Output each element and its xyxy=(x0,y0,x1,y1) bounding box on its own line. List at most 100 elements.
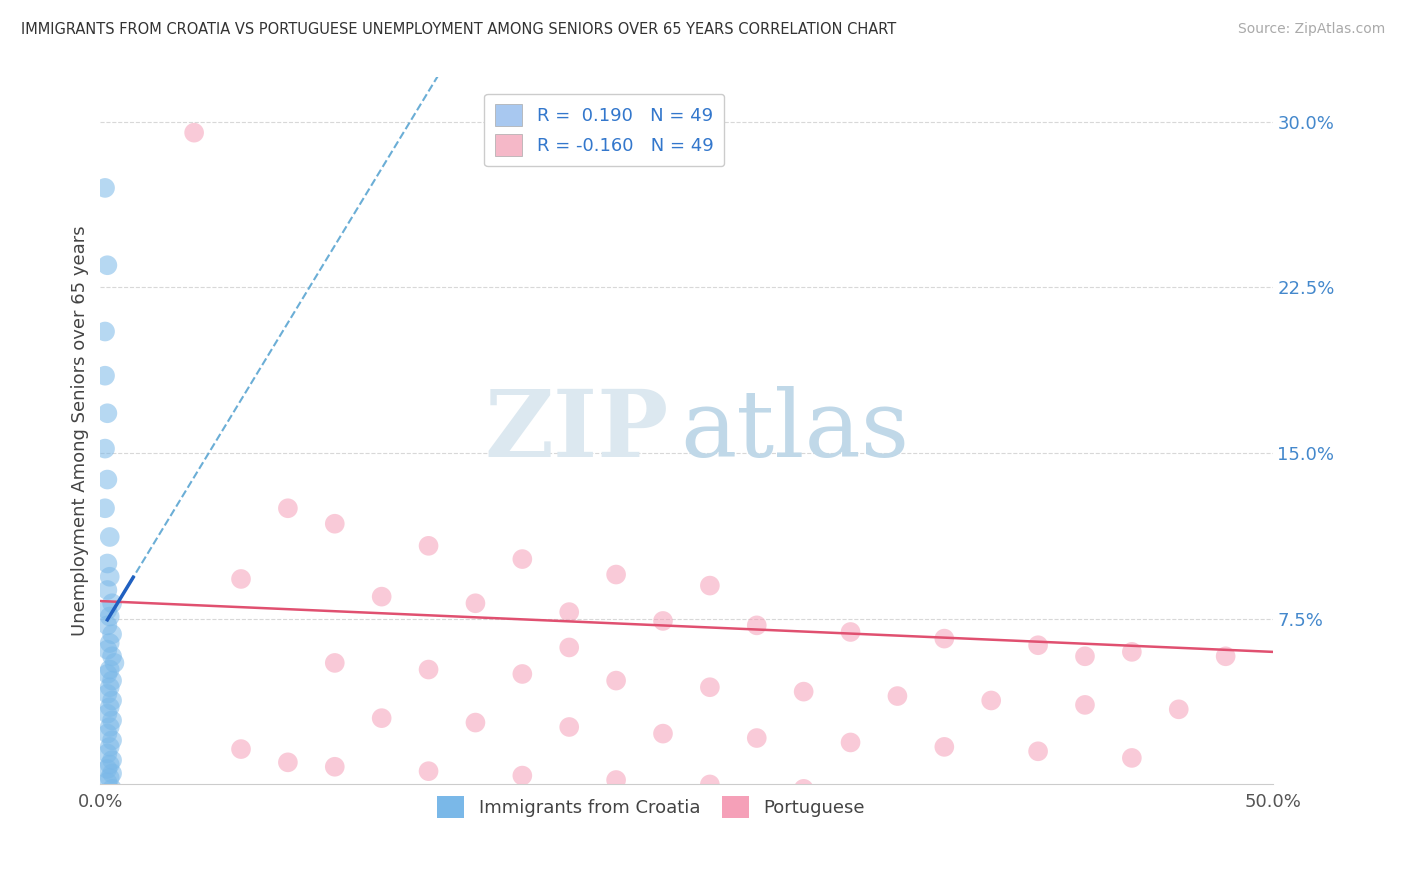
Point xyxy=(745,731,768,745)
Point xyxy=(512,768,534,782)
Point xyxy=(699,777,721,791)
Point xyxy=(101,693,124,707)
Point xyxy=(101,753,124,767)
Point xyxy=(605,673,627,688)
Point xyxy=(886,789,908,803)
Point xyxy=(699,578,721,592)
Point xyxy=(98,700,121,714)
Point xyxy=(96,582,118,597)
Point xyxy=(101,733,124,747)
Point xyxy=(96,642,118,657)
Point xyxy=(103,656,125,670)
Point xyxy=(793,684,815,698)
Point xyxy=(464,596,486,610)
Point xyxy=(934,632,956,646)
Point xyxy=(96,795,118,809)
Text: ZIP: ZIP xyxy=(485,386,669,476)
Point xyxy=(101,714,124,728)
Point xyxy=(98,530,121,544)
Point xyxy=(418,539,440,553)
Point xyxy=(94,181,117,195)
Y-axis label: Unemployment Among Seniors over 65 years: Unemployment Among Seniors over 65 years xyxy=(72,226,89,636)
Text: Source: ZipAtlas.com: Source: ZipAtlas.com xyxy=(1237,22,1385,37)
Point xyxy=(94,822,117,836)
Point xyxy=(980,693,1002,707)
Point xyxy=(839,625,862,640)
Point xyxy=(1074,698,1097,712)
Point xyxy=(277,756,299,770)
Point xyxy=(323,516,346,531)
Point xyxy=(96,667,118,681)
Point xyxy=(96,747,118,761)
Point xyxy=(98,799,121,814)
Point xyxy=(745,618,768,632)
Point xyxy=(96,762,118,776)
Point xyxy=(323,656,346,670)
Point xyxy=(98,663,121,677)
Point xyxy=(229,572,252,586)
Point xyxy=(96,618,118,632)
Point xyxy=(370,590,392,604)
Point xyxy=(418,663,440,677)
Text: atlas: atlas xyxy=(681,386,910,476)
Point xyxy=(277,501,299,516)
Point xyxy=(94,806,117,821)
Point xyxy=(101,596,124,610)
Point xyxy=(101,627,124,641)
Point xyxy=(839,735,862,749)
Point xyxy=(980,793,1002,807)
Point xyxy=(94,368,117,383)
Point xyxy=(94,789,117,803)
Point xyxy=(1121,751,1143,765)
Point xyxy=(94,325,117,339)
Point xyxy=(98,570,121,584)
Point xyxy=(370,711,392,725)
Point xyxy=(1215,649,1237,664)
Point xyxy=(101,649,124,664)
Point xyxy=(94,501,117,516)
Point xyxy=(323,760,346,774)
Point xyxy=(605,772,627,787)
Point xyxy=(793,781,815,796)
Point xyxy=(96,473,118,487)
Point xyxy=(418,764,440,779)
Point xyxy=(96,775,118,789)
Point xyxy=(464,715,486,730)
Point xyxy=(652,614,675,628)
Text: IMMIGRANTS FROM CROATIA VS PORTUGUESE UNEMPLOYMENT AMONG SENIORS OVER 65 YEARS C: IMMIGRANTS FROM CROATIA VS PORTUGUESE UN… xyxy=(21,22,897,37)
Point xyxy=(101,766,124,780)
Point xyxy=(98,720,121,734)
Point xyxy=(96,603,118,617)
Point xyxy=(98,771,121,785)
Point xyxy=(1121,645,1143,659)
Point xyxy=(101,673,124,688)
Point xyxy=(699,680,721,694)
Point xyxy=(96,258,118,272)
Point xyxy=(934,739,956,754)
Point xyxy=(558,605,581,619)
Point xyxy=(96,811,118,825)
Point xyxy=(652,726,675,740)
Point xyxy=(98,636,121,650)
Point xyxy=(96,687,118,701)
Point xyxy=(96,406,118,420)
Point xyxy=(96,706,118,721)
Point xyxy=(512,667,534,681)
Point xyxy=(98,609,121,624)
Point xyxy=(96,726,118,740)
Point xyxy=(229,742,252,756)
Point xyxy=(1026,744,1049,758)
Point xyxy=(94,442,117,456)
Point xyxy=(1074,649,1097,664)
Point xyxy=(1026,638,1049,652)
Point xyxy=(96,557,118,571)
Point xyxy=(183,126,205,140)
Point xyxy=(558,640,581,655)
Point xyxy=(98,739,121,754)
Point xyxy=(512,552,534,566)
Point xyxy=(558,720,581,734)
Point xyxy=(1167,702,1189,716)
Point xyxy=(605,567,627,582)
Point xyxy=(98,817,121,831)
Point xyxy=(101,781,124,796)
